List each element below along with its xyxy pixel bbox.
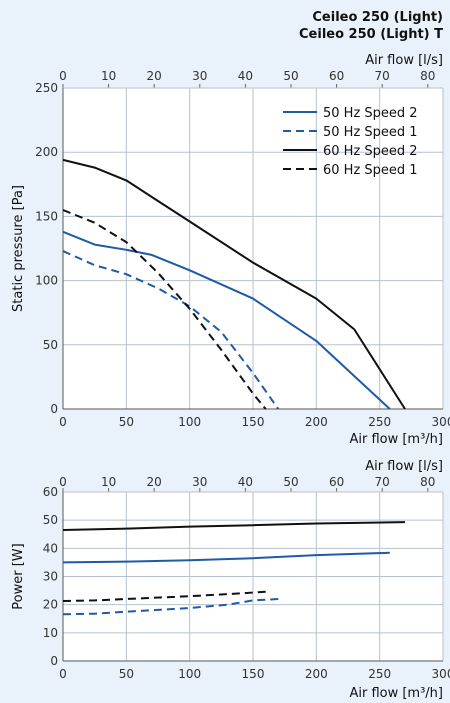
x2-tick-label: 80 (420, 475, 435, 489)
legend-label: 60 Hz Speed 2 (323, 144, 418, 159)
x-tick-label: 100 (178, 667, 201, 681)
x2-tick-label: 50 (283, 475, 298, 489)
x2-tick-label: 50 (283, 69, 298, 83)
series-line-50-hz-speed-1 (62, 598, 279, 616)
chart-title-line-2: Ceileo 250 (Light) T (299, 27, 443, 42)
x-tick-label: 50 (119, 415, 134, 429)
y-tick-label: 30 (43, 570, 58, 584)
series-line-50-hz-speed-1 (62, 250, 280, 410)
x2-tick-label: 0 (59, 475, 67, 489)
x2-tick-label: 70 (375, 69, 390, 83)
series-line-50-hz-speed-2 (62, 551, 390, 564)
x-tick-label: 150 (242, 667, 265, 681)
y-axis-label: Power [W] (11, 543, 26, 609)
x-tick-label: 250 (368, 667, 391, 681)
series-line-60-hz-speed-2 (62, 521, 406, 531)
chart-title-line-1: Ceileo 250 (Light) (312, 10, 443, 25)
x2-tick-label: 80 (420, 69, 435, 83)
legend-label: 60 Hz Speed 1 (323, 163, 418, 178)
y-tick-label: 60 (43, 485, 58, 499)
x-tick-label: 0 (59, 415, 67, 429)
charts-group: 0501001502002503000102030405060708005010… (11, 53, 450, 701)
x2-tick-label: 0 (59, 69, 67, 83)
y-tick-label: 20 (43, 598, 58, 612)
y-axis-label: Static pressure [Pa] (11, 185, 26, 312)
y-tick-label: 150 (35, 209, 58, 223)
x-tick-label: 50 (119, 667, 134, 681)
x-tick-label: 300 (432, 415, 450, 429)
series-line-60-hz-speed-1 (62, 590, 266, 602)
x-tick-label: 100 (178, 415, 201, 429)
x2-tick-label: 60 (329, 475, 344, 489)
x2-tick-label: 20 (147, 475, 162, 489)
x2-axis-label: Air flow [l/s] (365, 53, 443, 68)
x-axis-label: Air flow [m³/h] (349, 432, 443, 447)
y-tick-label: 0 (50, 402, 58, 416)
x2-tick-label: 30 (192, 69, 207, 83)
y-tick-label: 50 (43, 513, 58, 527)
x-axis-label: Air flow [m³/h] (349, 686, 443, 701)
x2-tick-label: 10 (101, 475, 116, 489)
x-tick-label: 200 (305, 667, 328, 681)
y-tick-label: 40 (43, 541, 58, 555)
x2-tick-label: 40 (238, 475, 253, 489)
legend-label: 50 Hz Speed 2 (323, 106, 418, 121)
y-tick-label: 100 (35, 274, 58, 288)
x2-tick-label: 70 (375, 475, 390, 489)
x-tick-label: 150 (242, 415, 265, 429)
series-line-60-hz-speed-1 (62, 209, 267, 410)
series-line-60-hz-speed-2 (62, 158, 406, 410)
x-tick-label: 300 (432, 667, 450, 681)
x-tick-label: 200 (305, 415, 328, 429)
x2-tick-label: 20 (147, 69, 162, 83)
x2-tick-label: 40 (238, 69, 253, 83)
y-tick-label: 10 (43, 626, 58, 640)
x2-tick-label: 10 (101, 69, 116, 83)
x-tick-label: 250 (368, 415, 391, 429)
x2-tick-label: 30 (192, 475, 207, 489)
y-tick-label: 250 (35, 81, 58, 95)
x2-axis-label: Air flow [l/s] (365, 459, 443, 474)
x2-tick-label: 60 (329, 69, 344, 83)
x-tick-label: 0 (59, 667, 67, 681)
y-tick-label: 0 (50, 654, 58, 668)
legend-label: 50 Hz Speed 1 (323, 125, 418, 140)
y-tick-label: 50 (43, 338, 58, 352)
y-tick-label: 200 (35, 145, 58, 159)
series-line-50-hz-speed-2 (62, 230, 391, 410)
